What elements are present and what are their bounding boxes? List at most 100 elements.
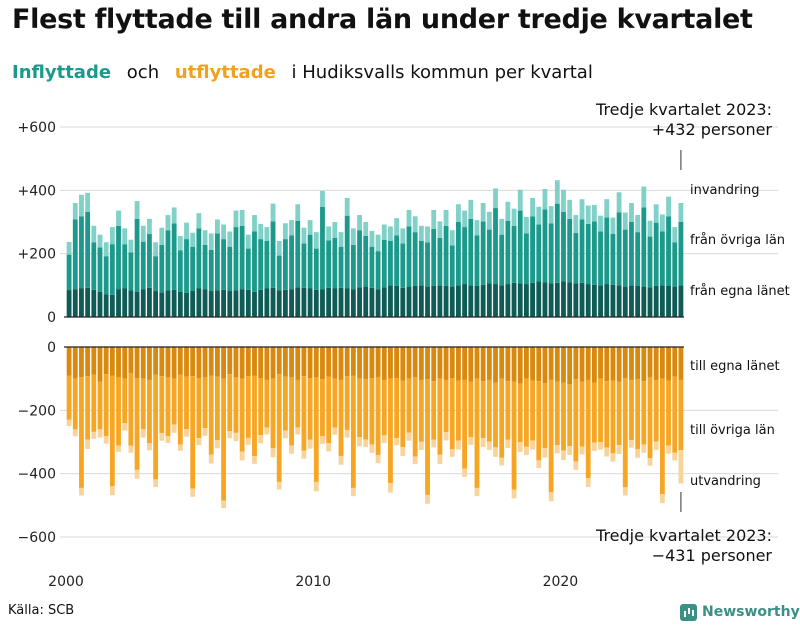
bar-in-segment	[233, 210, 239, 228]
bar-out-segment	[678, 347, 684, 380]
bar-out-segment	[585, 379, 591, 479]
bar-in-segment	[449, 245, 455, 287]
bar-out-segment	[635, 379, 641, 449]
bar-in-segment	[598, 285, 603, 317]
bar-out-segment	[456, 347, 461, 381]
bar-out-segment	[196, 378, 202, 439]
bar-out-segment	[109, 486, 115, 496]
bar-out-segment	[245, 376, 251, 438]
bar-out-segment	[313, 377, 319, 482]
bar-out-segment	[245, 347, 251, 377]
series-label-out: utvandring	[690, 474, 761, 489]
bar-in-segment	[400, 243, 406, 288]
bar-out-segment	[511, 347, 517, 382]
bar-in-segment	[431, 209, 437, 229]
bar-out-segment	[443, 379, 449, 433]
bar-in-segment	[350, 289, 356, 317]
bar-in-segment	[91, 242, 97, 290]
bar-in-segment	[443, 285, 449, 317]
bar-in-segment	[264, 241, 270, 289]
bar-in-segment	[462, 210, 468, 228]
bar-in-segment	[585, 223, 591, 285]
bar-out-segment	[307, 439, 313, 449]
bar-out-segment	[437, 454, 443, 465]
bar-in-segment	[245, 234, 251, 249]
bar-in-segment	[147, 287, 152, 317]
bar-in-segment	[573, 283, 579, 317]
bar-out-segment	[425, 494, 430, 504]
bar-out-segment	[622, 487, 628, 496]
logo-chart-icon	[680, 603, 697, 621]
bar-in-segment	[338, 287, 344, 317]
bar-out-segment	[616, 381, 622, 446]
bar-in-segment	[159, 244, 165, 293]
bar-in-segment	[523, 233, 529, 285]
bar-in-segment	[159, 227, 165, 245]
bar-out-segment	[635, 448, 641, 458]
bar-out-segment	[653, 441, 659, 450]
bar-in-segment	[221, 239, 227, 290]
bar-out-segment	[480, 438, 486, 448]
bar-in-segment	[517, 283, 523, 317]
bar-out-segment	[635, 347, 641, 380]
bar-out-segment	[523, 347, 529, 379]
bar-out-segment	[431, 439, 437, 448]
bar-out-segment	[72, 347, 78, 379]
bar-out-segment	[301, 450, 307, 459]
bar-in-segment	[338, 246, 344, 288]
bar-out-segment	[116, 377, 121, 446]
bar-in-segment	[456, 222, 461, 286]
bar-in-segment	[332, 237, 338, 289]
y-tick-label-top: +200	[18, 247, 56, 263]
bar-out-segment	[147, 347, 152, 380]
bar-in-segment	[388, 226, 393, 241]
bar-in-segment	[295, 204, 301, 221]
bar-out-segment	[598, 442, 603, 450]
bar-out-segment	[184, 429, 189, 437]
bar-out-segment	[307, 347, 313, 379]
bar-in-segment	[252, 231, 257, 292]
bar-out-segment	[159, 347, 165, 377]
bar-out-segment	[672, 376, 678, 453]
bar-in-segment	[128, 290, 134, 317]
bar-out-segment	[406, 347, 412, 379]
bar-out-segment	[264, 427, 270, 435]
bar-out-segment	[511, 489, 517, 499]
bar-in-segment	[418, 241, 424, 286]
bar-out-segment	[140, 378, 146, 430]
bar-in-segment	[561, 281, 566, 317]
bar-out-segment	[591, 442, 597, 451]
bar-in-segment	[91, 225, 97, 243]
bar-in-segment	[585, 284, 591, 317]
bar-out-segment	[165, 377, 171, 436]
bar-in-segment	[214, 290, 220, 317]
bar-in-segment	[554, 282, 560, 317]
bar-out-segment	[622, 347, 628, 379]
bar-in-segment	[338, 232, 344, 247]
bar-out-segment	[221, 347, 227, 379]
bar-in-segment	[270, 203, 276, 222]
bar-out-segment	[480, 381, 486, 439]
bar-in-segment	[79, 288, 84, 317]
bar-out-segment	[579, 446, 585, 455]
bar-in-segment	[350, 228, 356, 245]
bar-out-segment	[350, 375, 356, 488]
bar-in-segment	[196, 288, 202, 317]
bar-in-segment	[307, 288, 313, 317]
bar-out-segment	[678, 379, 684, 451]
bar-out-segment	[97, 347, 103, 382]
bar-out-segment	[517, 383, 523, 443]
bar-in-segment	[289, 289, 294, 317]
bar-in-segment	[468, 285, 474, 317]
bar-out-segment	[153, 347, 159, 375]
bar-in-segment	[140, 225, 146, 242]
bar-in-segment	[610, 217, 616, 235]
bar-in-segment	[85, 211, 91, 288]
bar-in-segment	[406, 286, 412, 317]
bar-in-segment	[116, 289, 121, 317]
bar-in-segment	[109, 244, 115, 295]
bar-in-segment	[530, 282, 536, 317]
bar-in-segment	[400, 287, 406, 317]
bar-in-segment	[567, 199, 573, 219]
bar-in-segment	[659, 231, 665, 286]
